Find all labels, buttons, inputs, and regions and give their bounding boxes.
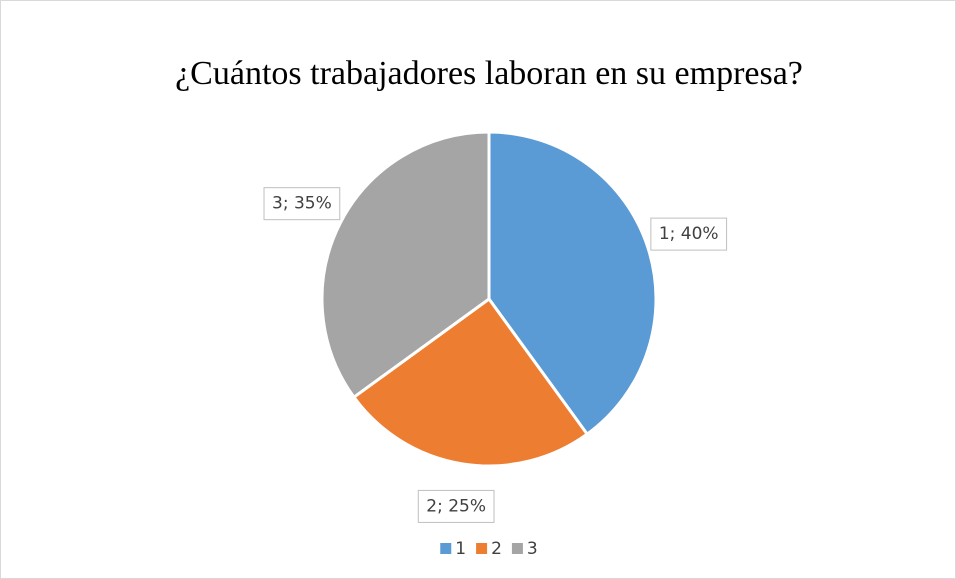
data-label: 1; 40% [659,224,719,244]
pie-slice [320,130,491,400]
data-label: 3; 35% [272,194,332,214]
data-label-box [650,217,728,251]
pie-slice [351,296,590,468]
legend-swatch [511,543,523,554]
data-label: 2; 25% [426,496,486,516]
legend-label: 2 [491,539,502,559]
data-label-box [263,187,341,221]
legend-label: 3 [527,539,538,559]
legend-swatch [440,543,452,554]
legend-label: 1 [455,539,466,559]
data-label-box [417,489,495,523]
legend-swatch [476,543,488,554]
pie-slice [487,130,658,437]
chart-title: ¿Cuántos trabajadores laboran en su empr… [175,55,803,92]
